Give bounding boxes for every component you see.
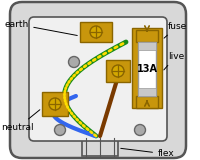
Bar — [42, 92, 68, 116]
Bar — [80, 22, 112, 42]
Bar — [138, 88, 156, 96]
Bar — [82, 134, 118, 156]
Circle shape — [49, 98, 61, 110]
Text: neutral: neutral — [1, 110, 40, 132]
Circle shape — [69, 56, 80, 68]
Text: flex: flex — [121, 148, 175, 159]
Text: earth: earth — [4, 20, 77, 36]
Bar — [136, 30, 158, 42]
Bar — [138, 42, 156, 50]
Circle shape — [90, 26, 102, 38]
Bar — [136, 96, 158, 108]
Bar — [138, 42, 156, 96]
Bar — [132, 28, 162, 108]
Bar — [106, 60, 130, 82]
FancyBboxPatch shape — [10, 2, 186, 158]
Text: fuse: fuse — [164, 21, 187, 38]
FancyBboxPatch shape — [29, 17, 167, 141]
Circle shape — [54, 124, 66, 136]
Circle shape — [112, 65, 124, 77]
Text: 13A: 13A — [136, 64, 158, 74]
Text: live: live — [164, 52, 184, 70]
Circle shape — [134, 124, 146, 136]
